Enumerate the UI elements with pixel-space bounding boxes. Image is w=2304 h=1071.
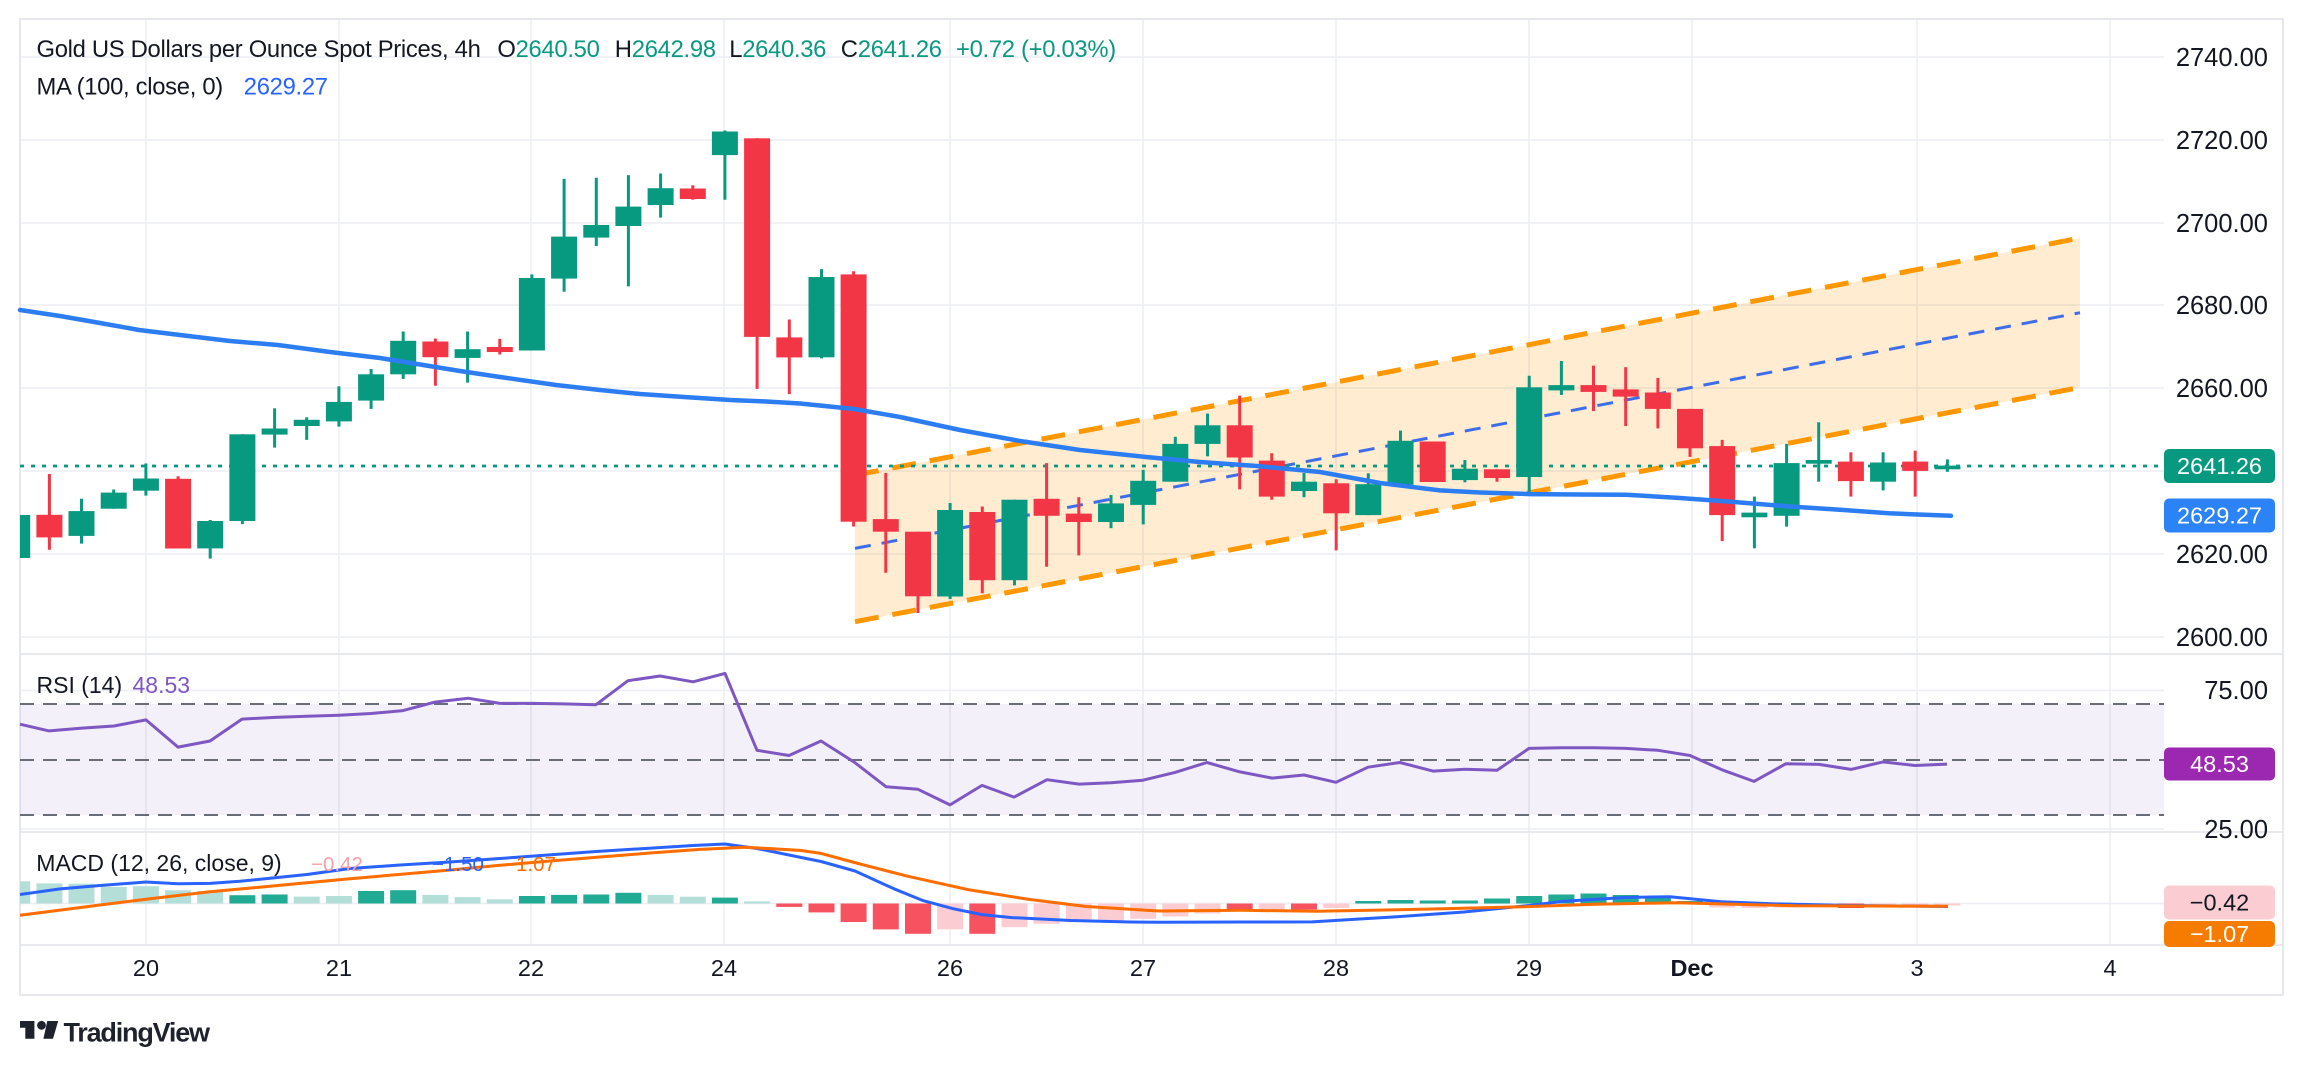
svg-text:2700.00: 2700.00 (2176, 210, 2268, 238)
svg-text:2642.98: 2642.98 (632, 36, 716, 63)
svg-text:2600.00: 2600.00 (2176, 624, 2268, 652)
svg-text:27: 27 (1130, 955, 1156, 981)
svg-text:20: 20 (133, 955, 159, 981)
svg-text:RSI (14): RSI (14) (37, 672, 123, 698)
svg-text:MACD (12, 26, close, 9): MACD (12, 26, close, 9) (36, 850, 281, 876)
svg-text:75.00: 75.00 (2204, 677, 2268, 705)
svg-text:2629.27: 2629.27 (2177, 503, 2262, 529)
svg-text:26: 26 (937, 955, 963, 981)
svg-text:−0.42: −0.42 (311, 853, 363, 876)
svg-text:48.53: 48.53 (2190, 751, 2249, 777)
svg-text:−1.07: −1.07 (504, 853, 556, 876)
svg-text:Dec: Dec (1670, 955, 1713, 981)
svg-text:4: 4 (2103, 955, 2116, 981)
svg-text:C: C (841, 36, 858, 63)
svg-text:Gold US Dollars per Ounce Spot: Gold US Dollars per Ounce Spot Prices, 4… (37, 36, 481, 63)
svg-text:−1.07: −1.07 (2190, 921, 2249, 947)
svg-text:2640.36: 2640.36 (742, 36, 826, 63)
svg-text:H: H (615, 36, 632, 63)
svg-text:29: 29 (1516, 955, 1542, 981)
svg-text:2620.00: 2620.00 (2176, 541, 2268, 569)
svg-text:24: 24 (711, 955, 737, 981)
svg-text:48.53: 48.53 (133, 672, 191, 698)
svg-text:+0.72 (+0.03%): +0.72 (+0.03%) (956, 36, 1116, 63)
svg-text:25.00: 25.00 (2204, 816, 2268, 844)
svg-text:−0.42: −0.42 (2190, 890, 2249, 916)
svg-text:21: 21 (326, 955, 352, 981)
svg-text:2740.00: 2740.00 (2176, 44, 2268, 72)
svg-text:22: 22 (518, 955, 544, 981)
svg-text:2720.00: 2720.00 (2176, 127, 2268, 155)
svg-text:2641.26: 2641.26 (858, 36, 942, 63)
svg-text:2680.00: 2680.00 (2176, 292, 2268, 320)
svg-text:MA (100, close, 0): MA (100, close, 0) (37, 74, 223, 101)
svg-text:−1.50: −1.50 (432, 853, 484, 876)
svg-text:L: L (729, 36, 742, 63)
svg-text:2629.27: 2629.27 (244, 74, 328, 101)
svg-text:28: 28 (1323, 955, 1349, 981)
svg-text:O: O (497, 36, 515, 63)
svg-text:TradingView: TradingView (64, 1018, 212, 1048)
svg-text:2660.00: 2660.00 (2176, 375, 2268, 403)
svg-text:2640.50: 2640.50 (516, 36, 600, 63)
svg-text:3: 3 (1910, 955, 1923, 981)
svg-text:2641.26: 2641.26 (2177, 453, 2262, 479)
